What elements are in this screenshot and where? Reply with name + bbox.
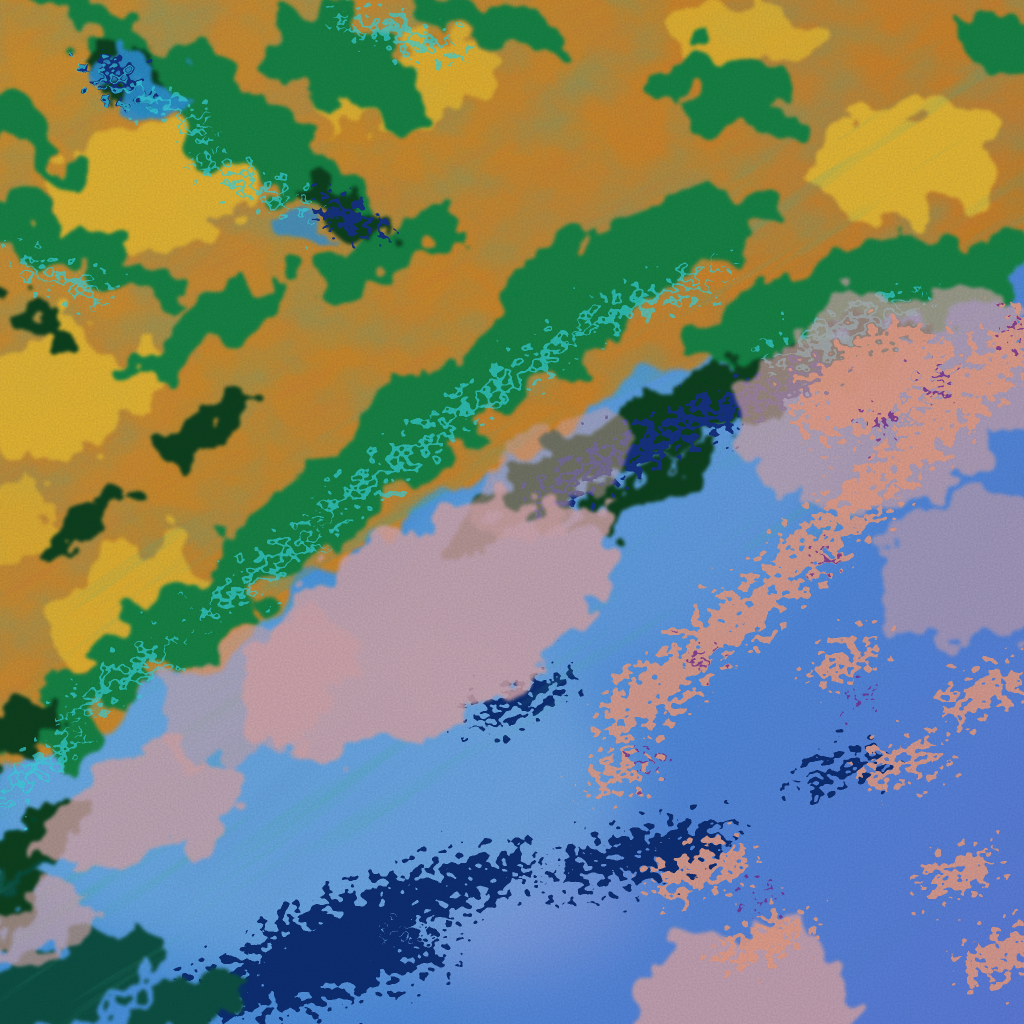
satellite-image-canvas: [0, 0, 1024, 1024]
satellite-image: [0, 0, 1024, 1024]
film-grain-overlay: [0, 0, 1024, 1024]
